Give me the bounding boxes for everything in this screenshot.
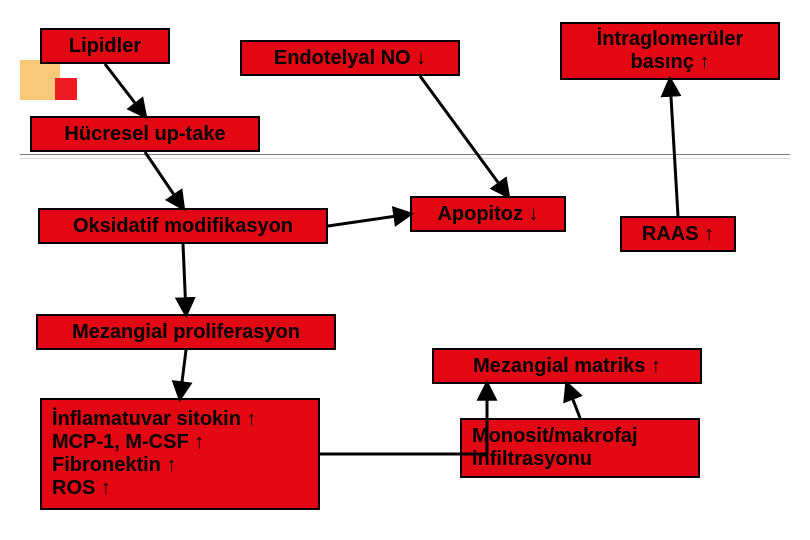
node-label: Mezangial proliferasyon (72, 321, 300, 344)
node-oksidatif: Oksidatif modifikasyon (38, 208, 328, 244)
node-mezprolif: Mezangial proliferasyon (36, 314, 336, 350)
node-apopitoz: Apopitoz ↓ (410, 196, 566, 232)
node-label: Mezangial matriks ↑ (473, 355, 661, 378)
node-label: Hücresel up-take (64, 123, 225, 146)
node-endotelyal: Endotelyal NO ↓ (240, 40, 460, 76)
node-label: Apopitoz ↓ (437, 203, 538, 226)
node-label: Oksidatif modifikasyon (73, 215, 293, 238)
node-raas: RAAS ↑ (620, 216, 736, 252)
diagram-canvas: Lipidler Endotelyal NO ↓ İntraglomerüler… (0, 0, 810, 540)
node-label: RAAS ↑ (642, 223, 714, 246)
decor-square-outer (20, 60, 60, 100)
node-label: Monosit/makrofaj infiltrasyonu (472, 425, 638, 471)
divider-top (20, 154, 790, 155)
node-label: Lipidler (69, 35, 141, 58)
node-label: İnflamatuvar sitokin ↑ MCP-1, M-CSF ↑ Fi… (52, 408, 257, 500)
node-hucresel: Hücresel up-take (30, 116, 260, 152)
node-monosit: Monosit/makrofaj infiltrasyonu (460, 418, 700, 478)
node-mezmatriks: Mezangial matriks ↑ (432, 348, 702, 384)
divider-bottom (20, 158, 790, 159)
node-label: İntraglomerüler basınç ↑ (597, 28, 744, 74)
node-label: Endotelyal NO ↓ (274, 47, 426, 70)
decor-square-inner (55, 78, 77, 100)
node-intraglomeruler: İntraglomerüler basınç ↑ (560, 22, 780, 80)
node-inflamatuvar: İnflamatuvar sitokin ↑ MCP-1, M-CSF ↑ Fi… (40, 398, 320, 510)
node-lipidler: Lipidler (40, 28, 170, 64)
